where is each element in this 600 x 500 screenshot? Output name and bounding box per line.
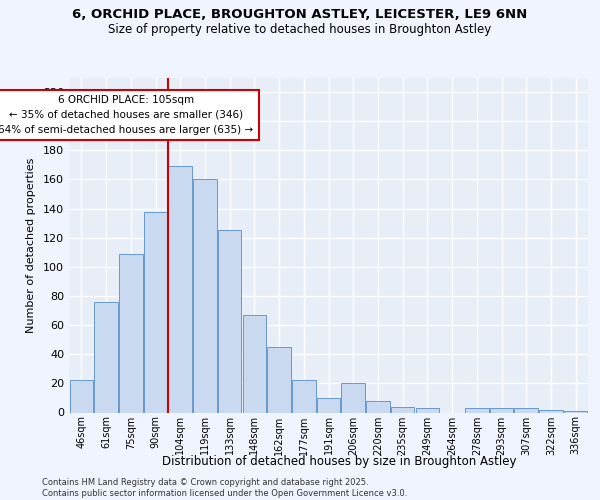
Bar [144,212,167,412]
Bar [366,401,389,412]
Bar [341,384,365,412]
Bar [564,411,587,412]
Bar [391,406,415,412]
Y-axis label: Number of detached properties: Number of detached properties [26,158,36,332]
Text: Distribution of detached houses by size in Broughton Astley: Distribution of detached houses by size … [162,454,516,468]
Text: 6 ORCHID PLACE: 105sqm
← 35% of detached houses are smaller (346)
64% of semi-de: 6 ORCHID PLACE: 105sqm ← 35% of detached… [0,95,253,134]
Bar [465,408,488,412]
Bar [193,180,217,412]
Text: 6, ORCHID PLACE, BROUGHTON ASTLEY, LEICESTER, LE9 6NN: 6, ORCHID PLACE, BROUGHTON ASTLEY, LEICE… [73,8,527,20]
Bar [317,398,340,412]
Bar [70,380,93,412]
Text: Size of property relative to detached houses in Broughton Astley: Size of property relative to detached ho… [109,22,491,36]
Bar [119,254,143,412]
Bar [218,230,241,412]
Bar [242,315,266,412]
Bar [416,408,439,412]
Bar [490,408,513,412]
Bar [169,166,192,412]
Text: Contains HM Land Registry data © Crown copyright and database right 2025.
Contai: Contains HM Land Registry data © Crown c… [42,478,407,498]
Bar [292,380,316,412]
Bar [268,347,291,412]
Bar [539,410,563,412]
Bar [514,408,538,412]
Bar [94,302,118,412]
